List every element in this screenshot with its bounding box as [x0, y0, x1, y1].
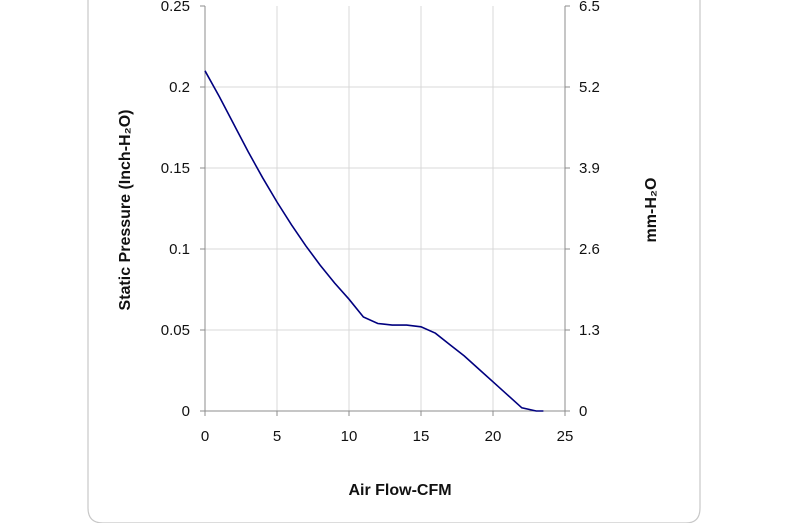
- gridlines: [205, 6, 565, 411]
- y-right-tick-label: 2.6: [579, 241, 600, 258]
- series-line: [204, 70, 544, 412]
- x-tick-labels: 0 5 10 15 20 25: [201, 428, 574, 445]
- x-tick-label: 20: [485, 428, 502, 445]
- y-axis-title: Static Pressure (Inch-H₂O): [117, 110, 134, 311]
- x-tick-label: 0: [201, 428, 209, 445]
- tick-marks: [200, 5, 570, 416]
- y-right-axis-title: mm-H₂O: [643, 178, 660, 243]
- y-tick-label: 0: [182, 403, 190, 420]
- x-axis-title: Air Flow-CFM: [348, 482, 451, 499]
- y-tick-labels: 0 0.05 0.1 0.15 0.2 0.25: [161, 0, 190, 420]
- y-right-tick-label: 1.3: [579, 322, 600, 339]
- x-tick-label: 10: [341, 428, 358, 445]
- y-tick-label: 0.1: [169, 241, 190, 258]
- y-right-tick-label: 6.5: [579, 0, 600, 15]
- x-tick-label: 15: [413, 428, 430, 445]
- y-right-tick-label: 0: [579, 403, 587, 420]
- x-tick-label: 25: [557, 428, 574, 445]
- y-tick-label: 0.15: [161, 160, 190, 177]
- y-tick-label: 0.05: [161, 322, 190, 339]
- x-tick-label: 5: [273, 428, 281, 445]
- y-right-tick-label: 3.9: [579, 160, 600, 177]
- y-tick-label: 0.2: [169, 79, 190, 96]
- y-right-tick-label: 5.2: [579, 79, 600, 96]
- chart-frame: [87, 0, 701, 523]
- y-right-tick-labels: 0 1.3 2.6 3.9 5.2 6.5: [579, 0, 600, 420]
- y-tick-label: 0.25: [161, 0, 190, 15]
